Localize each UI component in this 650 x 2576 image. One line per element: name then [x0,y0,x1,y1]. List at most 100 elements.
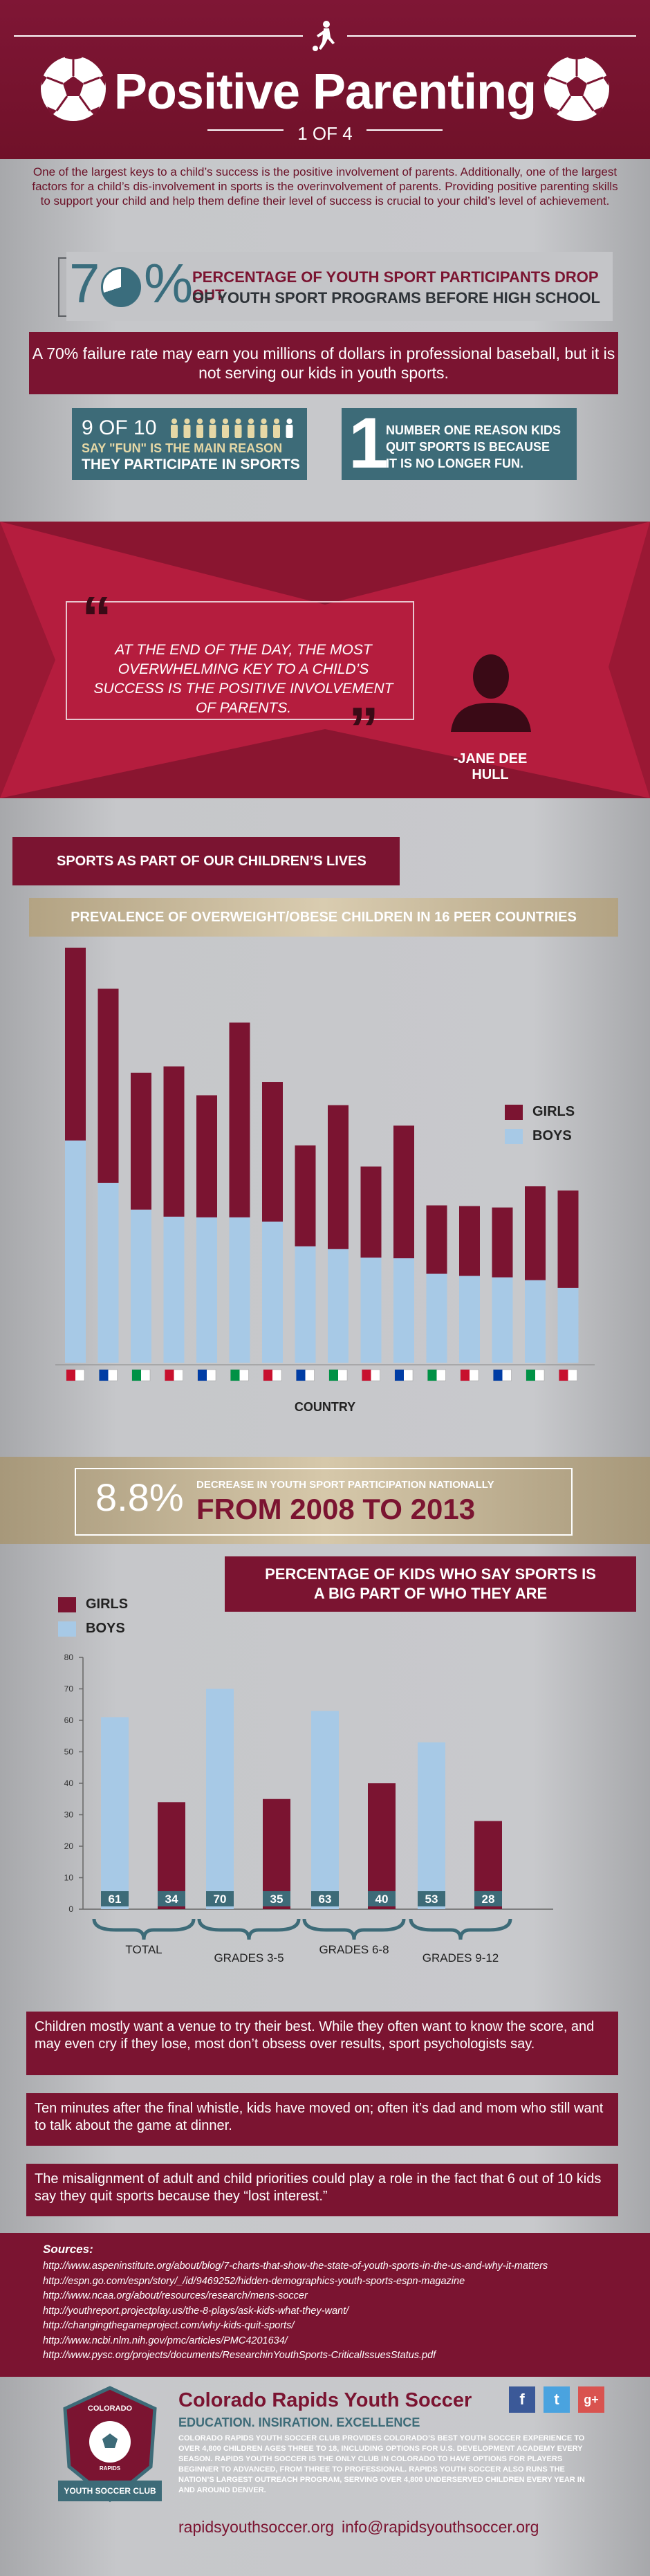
bar-girls [426,1205,447,1274]
number-one-line1: NUMBER ONE REASON KIDS [386,423,561,437]
bar-girls [262,1082,283,1222]
bar-girls [368,1783,396,1909]
logo-banner-text: YOUTH SOCCER CLUB [64,2486,156,2496]
person-icon [222,418,229,438]
person-icon [183,418,191,438]
org-description: COLORADO RAPIDS YOUTH SOCCER CLUB PROVID… [178,2434,585,2494]
x-axis-label: COUNTRY [295,1400,355,1414]
chart2-title: PERCENTAGE OF KIDS WHO SAY SPORTS IS A B… [225,1556,636,1612]
header-banner: Positive Parenting 1 OF 4 [0,0,650,159]
country-label: Australia [194,1388,219,1395]
source-link[interactable]: http://youthreport.projectplay.us/the-8-… [43,2305,349,2317]
country-flag-icon [263,1369,282,1381]
country-flag-icon [526,1369,545,1381]
bar-boys [525,1280,546,1363]
dropout-stat-panel: 7 % PERCENTAGE OF YOUTH SPORT PARTICIPAN… [66,252,613,321]
data-label: 70 [214,1893,227,1906]
legend-item-boys: BOYS [58,1621,128,1637]
bar-boys [418,1742,445,1909]
source-link[interactable]: http://www.ncbi.nlm.nih.gov/pmc/articles… [43,2335,288,2346]
y-tick-label: 60 [64,1715,74,1725]
legend-swatch-boys [58,1621,76,1637]
decrease-band [0,1457,650,1544]
chart1-title: PREVALENCE OF OVERWEIGHT/OBESE CHILDREN … [29,898,618,937]
data-label-bg [418,1891,445,1906]
bar-girls [163,1066,185,1217]
country-flag-icon [230,1369,249,1381]
country-label: Switzerland [552,1388,584,1395]
source-link[interactable]: http://espn.go.com/espn/story/_/id/94692… [43,2275,465,2287]
country-label: Portugal [261,1388,284,1395]
legend-swatch-girls [58,1597,76,1612]
bar-boys [101,1717,129,1909]
country-label: Germany [391,1388,417,1395]
bar-boys [492,1277,513,1363]
country-label: UK [137,1388,146,1395]
country-label: Sweden [294,1388,317,1395]
y-tick-label: 30 [64,1810,74,1820]
legend-item-girls: GIRLS [58,1597,128,1612]
bar-boys [65,1140,86,1363]
decrease-line2: FROM 2008 TO 2013 [196,1493,476,1525]
website-link[interactable]: rapidsyouthsoccer.org [178,2518,335,2536]
bar-girls [65,948,86,1141]
group-brace [92,1918,196,1940]
obesity-chart: USA Italy UK Canada Australia Spain Portugal Sw… [55,948,595,1414]
bar-girls [360,1166,382,1258]
intro-paragraph: One of the largest keys to a child’s suc… [32,165,618,208]
org-name: Colorado Rapids Youth Soccer [178,2389,472,2411]
country-label: Norway [492,1388,513,1395]
y-tick-label: 70 [64,1684,74,1694]
decrease-stat: 8.8% DECREASE IN YOUTH SPORT PARTICIPATI… [83,1458,575,1543]
bar-boys [393,1258,414,1363]
number-one-text: NUMBER ONE REASON KIDS QUIT SPORTS IS BE… [386,422,561,472]
sources-heading: Sources: [43,2243,93,2256]
soccer-ball-icon [41,55,106,121]
decrease-frame [75,1468,573,1536]
country-flag-icon [427,1369,446,1381]
data-label-bg [474,1891,502,1906]
google-plus-icon[interactable]: g+ [578,2386,604,2413]
facebook-icon[interactable]: f [509,2386,535,2413]
page-title: Positive Parenting [113,64,537,120]
country-label: France [460,1388,479,1395]
quote-author: -JANE DEE HULL [453,751,528,782]
legend-label-boys: BOYS [86,1621,125,1636]
data-label-bg [158,1891,185,1906]
person-icon [196,418,203,438]
nine-of-ten-box: 9 OF 10 SAY "FUN" IS THE MAIN REASON THE… [72,408,307,480]
bar-girls [98,988,119,1183]
data-label: 35 [270,1893,284,1906]
number-one-digit: 1 [349,403,389,484]
country-flag-icon [328,1369,348,1381]
bar-girls [492,1207,513,1278]
source-link[interactable]: http://changingthegameproject.com/why-ki… [43,2320,295,2331]
country-flag-icon [197,1369,216,1381]
bar-boys [131,1209,151,1363]
people-icons [171,418,293,438]
bar-boys [311,1711,339,1909]
soccer-player-icon [313,21,335,51]
club-logo [58,2386,162,2503]
source-link[interactable]: http://www.aspeninstitute.org/about/blog… [43,2261,548,2272]
bar-boys [426,1273,447,1363]
source-link[interactable]: http://www.pysc.org/projects/documents/R… [43,2350,436,2361]
email-link[interactable]: info@rapidsyouthsoccer.org [342,2518,539,2536]
bar-girls [295,1145,316,1246]
group-brace [197,1918,301,1940]
fact-2: Ten minutes after the final whistle, kid… [26,2093,618,2146]
source-link[interactable]: http://www.ncaa.org/about/resources/rese… [43,2290,308,2301]
twitter-icon[interactable]: t [544,2386,570,2413]
soccer-ball-icon [544,55,609,121]
country-flag-icon [394,1369,414,1381]
country-label: Italy [102,1388,114,1395]
org-tagline: EDUCATION. INSIRATION. EXCELLENCE [178,2416,420,2429]
country-label: USA [69,1388,82,1395]
data-label: 28 [482,1893,495,1906]
bar-girls [393,1125,414,1259]
quote-background [0,522,650,798]
legend-swatch-boys [505,1128,523,1144]
data-label-bg [263,1891,290,1906]
chart2-legend: GIRLS BOYS [58,1597,128,1637]
